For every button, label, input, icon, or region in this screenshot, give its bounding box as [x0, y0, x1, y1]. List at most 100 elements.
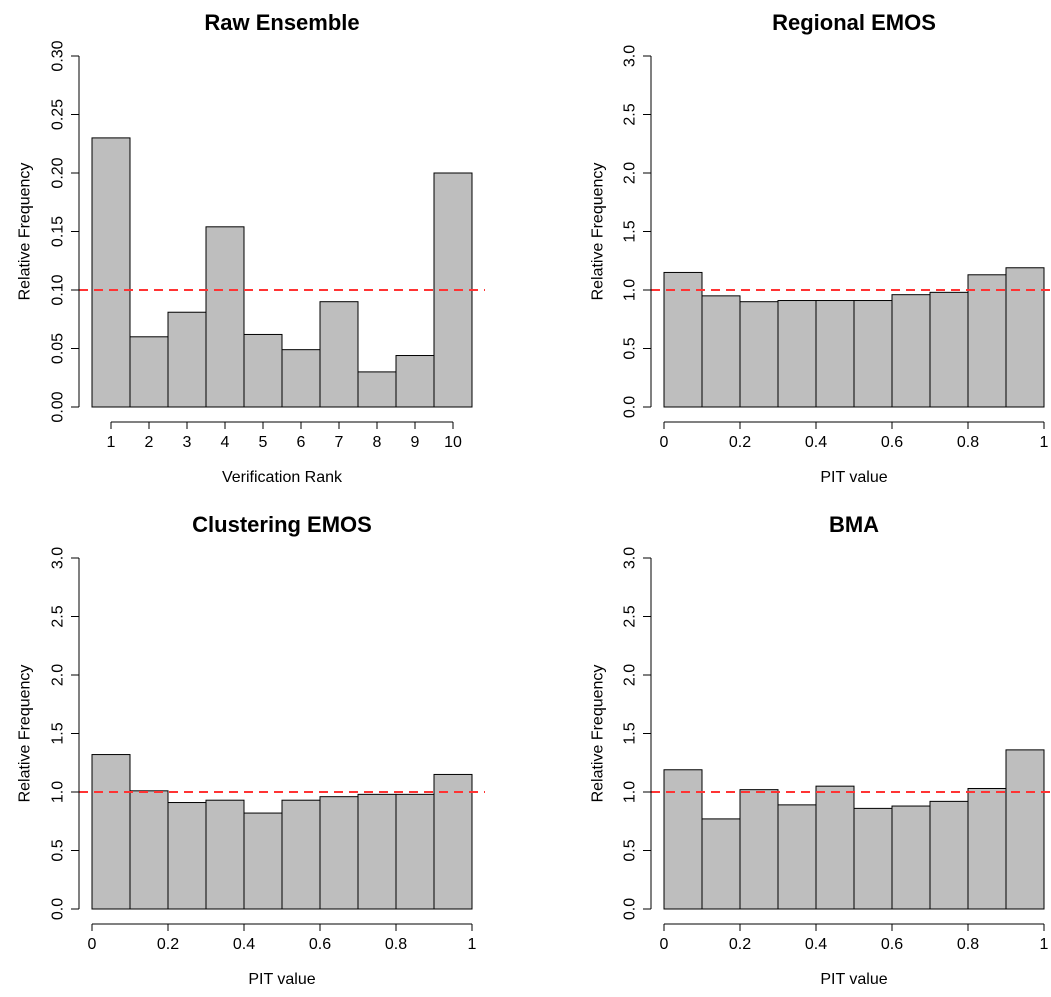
- histogram-bar: [892, 295, 930, 407]
- x-tick-label: 0: [660, 936, 669, 953]
- histogram-bar: [282, 350, 320, 407]
- y-tick-label: 0.0: [50, 898, 67, 920]
- x-tick-label: 8: [373, 434, 382, 451]
- histogram-bar: [320, 302, 358, 407]
- histogram-bar: [396, 794, 434, 909]
- histogram-bar: [396, 356, 434, 407]
- x-tick-label: 1: [468, 936, 477, 953]
- x-tick-label: 2: [145, 434, 154, 451]
- x-tick-label: 9: [411, 434, 420, 451]
- histogram-bar: [244, 334, 282, 407]
- x-tick-label: 0.8: [385, 936, 407, 953]
- y-axis-label: Relative Frequency: [590, 163, 607, 301]
- x-tick-label: 1: [1040, 936, 1049, 953]
- x-axis-label: PIT value: [248, 971, 315, 988]
- x-tick-label: 0.8: [957, 434, 979, 451]
- x-axis-label: PIT value: [820, 469, 887, 486]
- x-tick-label: 0: [88, 936, 97, 953]
- histogram-bar: [930, 292, 968, 407]
- y-tick-label: 0.00: [50, 391, 67, 422]
- histogram-bar: [168, 803, 206, 909]
- x-axis: 0 0.2 0.4 0.6 0.8 1 PIT value: [88, 924, 477, 988]
- y-tick-label: 0.10: [50, 274, 67, 305]
- y-axis-label: Relative Frequency: [17, 665, 34, 803]
- histogram-bar: [892, 806, 930, 909]
- y-tick-label: 2.5: [622, 103, 639, 125]
- y-tick-label: 0.0: [622, 396, 639, 418]
- x-tick-label: 1: [107, 434, 116, 451]
- histogram-bar: [1006, 750, 1044, 909]
- x-tick-label: 0.4: [233, 936, 255, 953]
- histogram-bar: [1006, 268, 1044, 407]
- y-axis-label: Relative Frequency: [17, 163, 34, 301]
- x-tick-label: 0.6: [309, 936, 331, 953]
- histogram-bar: [206, 227, 244, 407]
- chart-title: Raw Ensemble: [204, 10, 359, 35]
- histogram-bar: [854, 301, 892, 407]
- histogram-bar: [168, 312, 206, 407]
- histogram-bar: [92, 755, 130, 909]
- histogram-bar: [664, 272, 702, 407]
- histogram-bar: [778, 301, 816, 407]
- y-tick-label: 2.0: [622, 162, 639, 184]
- chart-panel-3: Clustering EMOS 0.0 0.5 1.0 1.5 2.0 2.5 3.0 Rela…: [17, 512, 486, 988]
- y-tick-label: 1.5: [50, 722, 67, 744]
- histogram-bar: [854, 808, 892, 909]
- x-tick-label: 0.2: [157, 936, 179, 953]
- x-tick-label: 0.2: [729, 434, 751, 451]
- y-tick-label: 0.0: [622, 898, 639, 920]
- histogram-bar: [740, 790, 778, 909]
- x-tick-label: 4: [221, 434, 230, 451]
- y-tick-label: 2.5: [622, 605, 639, 627]
- y-tick-label: 0.5: [50, 839, 67, 861]
- histogram-bar: [968, 788, 1006, 909]
- chart-title: BMA: [829, 512, 879, 537]
- chart-title: Regional EMOS: [772, 10, 936, 35]
- y-tick-label: 3.0: [50, 547, 67, 569]
- y-axis-label: Relative Frequency: [590, 665, 607, 803]
- x-tick-label: 0: [660, 434, 669, 451]
- histogram-bar: [358, 372, 396, 407]
- y-tick-label: 1.5: [622, 722, 639, 744]
- histogram-bar: [740, 302, 778, 407]
- x-tick-label: 0.6: [881, 936, 903, 953]
- chart-panel-2: Regional EMOS0.00.51.01.52.02.53.0Relati…: [590, 10, 1051, 486]
- histogram-bar: [930, 801, 968, 909]
- histogram-bar: [816, 301, 854, 407]
- histogram-bar: [778, 805, 816, 909]
- x-tick-label: 1: [1040, 434, 1049, 451]
- y-axis: 0.0 0.5 1.0 1.5 2.0 2.5 3.0 Relative Frequency: [17, 547, 80, 920]
- x-axis-label: Verification Rank: [222, 469, 343, 486]
- histogram-bar: [358, 794, 396, 909]
- histogram-bar: [130, 791, 168, 909]
- x-tick-label: 10: [444, 434, 462, 451]
- histogram-bar: [206, 800, 244, 909]
- histogram-bar: [92, 138, 130, 407]
- y-tick-label: 1.5: [622, 220, 639, 242]
- x-axis: 0 0.2 0.4 0.6 0.8 1 PIT value: [660, 422, 1049, 486]
- y-tick-label: 2.5: [50, 605, 67, 627]
- y-tick-label: 2.0: [50, 664, 67, 686]
- chart-title: Clustering EMOS: [192, 512, 372, 537]
- y-tick-label: 3.0: [622, 547, 639, 569]
- x-tick-label: 0.2: [729, 936, 751, 953]
- y-tick-label: 0.15: [50, 216, 67, 247]
- x-tick-label: 5: [259, 434, 268, 451]
- histogram-bar: [664, 770, 702, 909]
- chart-panel-1: Raw Ensemble0.000.050.100.150.200.250.30…: [17, 10, 486, 486]
- y-tick-label: 0.25: [50, 99, 67, 130]
- histogram-bar: [282, 800, 320, 909]
- x-tick-label: 0.6: [881, 434, 903, 451]
- y-tick-label: 0.20: [50, 157, 67, 188]
- x-tick-label: 0.8: [957, 936, 979, 953]
- y-tick-label: 1.0: [50, 781, 67, 803]
- x-tick-label: 0.4: [805, 434, 827, 451]
- y-tick-label: 1.0: [622, 781, 639, 803]
